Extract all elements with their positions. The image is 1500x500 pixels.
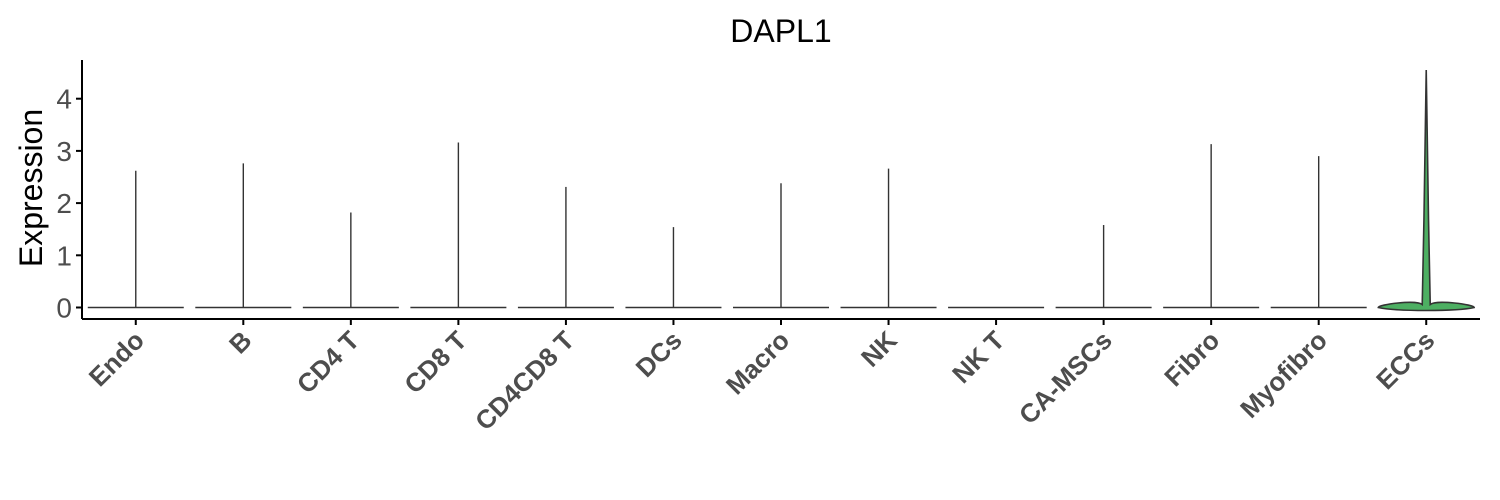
violin-fibro — [1163, 144, 1260, 309]
plot-area — [87, 69, 1476, 312]
y-tick-label: 2 — [56, 188, 72, 219]
violin-cd8-t — [410, 142, 507, 309]
violin-endo — [87, 170, 184, 309]
x-tick-label: Fibro — [1158, 325, 1225, 392]
x-tick-label: ECCs — [1370, 325, 1440, 395]
x-tick-label: NK — [855, 325, 903, 373]
x-tick-label: Macro — [720, 325, 795, 400]
violin-nk — [840, 168, 937, 309]
y-tick-label: 3 — [56, 136, 72, 167]
y-ticks: 0 1 2 3 4 — [56, 84, 82, 324]
x-tick-label: CA-MSCs — [1013, 325, 1118, 430]
violin-macro — [733, 183, 829, 309]
violin-eccs — [1377, 69, 1476, 312]
y-tick-label: 1 — [56, 240, 72, 271]
violin-body — [1377, 69, 1476, 312]
x-tick-label: NK T — [946, 325, 1010, 389]
y-tick-label: 4 — [56, 84, 72, 115]
x-tick-label: CD4 T — [291, 325, 365, 399]
x-tick-label: CD8 T — [398, 325, 472, 399]
violin-b — [195, 163, 292, 309]
violin-cd4cd8-t — [517, 186, 614, 309]
violin-myofibro — [1270, 156, 1367, 309]
chart-title: DAPL1 — [730, 13, 831, 49]
x-tick-label: Endo — [83, 325, 150, 392]
y-tick-label: 0 — [56, 293, 72, 324]
y-axis-label: Expression — [13, 109, 49, 267]
violin-ca-mscs — [1055, 225, 1152, 309]
violin-dcs — [625, 227, 722, 309]
x-tick-label: Myofibro — [1234, 325, 1333, 424]
x-tick-label: B — [223, 325, 257, 359]
x-tick-label: DCs — [630, 325, 688, 383]
violin-cd4-t — [302, 212, 399, 309]
x-tick-label: CD4CD8 T — [469, 325, 580, 436]
